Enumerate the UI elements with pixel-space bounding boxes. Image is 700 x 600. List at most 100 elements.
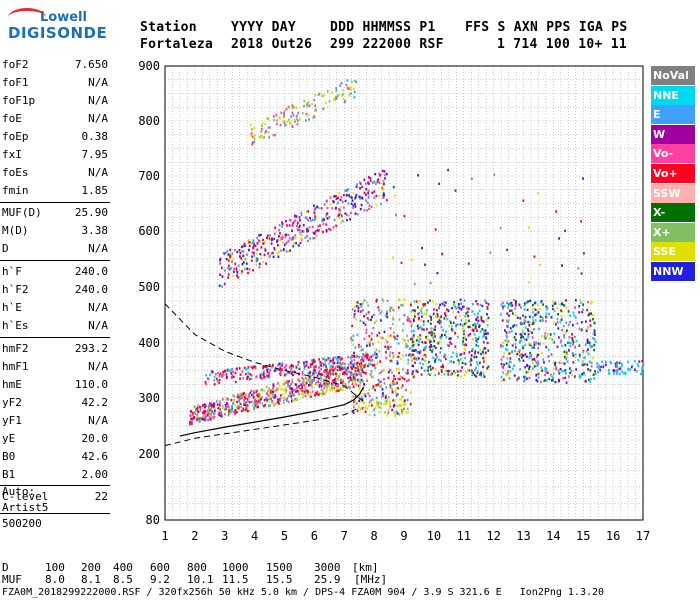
data-point [324,368,327,372]
param-label: hmF1 [2,360,29,373]
data-point [342,385,345,388]
param-label: fxI [2,148,22,161]
data-point [233,400,236,403]
data-point [471,347,474,351]
artist-label: Artist5 [2,501,49,514]
data-point [272,386,274,390]
data-point [221,275,224,278]
data-point [352,377,355,380]
data-point [450,337,452,340]
data-point [325,213,328,216]
data-point [514,307,517,310]
data-point [241,258,244,261]
data-point [329,367,332,371]
data-point [414,309,416,312]
data-point [218,381,221,385]
data-point [266,236,268,240]
data-point [468,351,471,354]
data-point [637,364,640,368]
data-point [540,300,543,303]
data-point [307,366,310,369]
data-point [337,389,340,392]
data-point [424,263,426,266]
data-point [244,372,247,376]
data-point [305,119,307,122]
data-point [345,372,348,376]
data-point [417,312,420,316]
data-point [618,361,621,365]
data-point [216,371,219,375]
data-point [352,204,355,207]
data-point [468,369,471,372]
data-point [574,346,576,349]
data-point [457,303,460,306]
data-point [424,341,427,344]
data-point [558,303,561,306]
data-point [484,351,487,354]
param-value: 1.85 [81,184,109,197]
data-point [325,214,328,217]
data-point [232,394,235,397]
data-point [363,365,366,369]
data-point [433,344,436,348]
data-point [371,358,374,362]
param-separator [0,202,110,203]
data-point [324,384,327,387]
y-tick-label: 700 [138,169,160,183]
data-point [389,386,392,389]
data-point [263,375,266,378]
data-point [299,241,302,245]
data-point [251,251,254,254]
data-point [412,364,415,368]
data-point [551,378,554,382]
data-point [326,90,329,93]
data-point [520,306,522,309]
data-point [480,374,483,377]
data-point [587,300,589,304]
data-point [508,314,510,317]
data-point [283,121,286,124]
data-point [310,383,313,387]
param-separator [0,260,110,261]
data-point [359,197,362,200]
data-point [260,372,263,376]
data-point [302,224,305,227]
data-point [240,257,243,260]
data-point [549,333,552,336]
data-point [429,315,431,318]
data-point [403,377,406,381]
data-point [332,200,335,204]
data-point [311,390,314,393]
data-point [429,365,432,368]
data-point [221,415,223,418]
data-point [292,245,295,248]
data-point [358,388,361,392]
data-point [302,380,305,384]
data-point [465,318,467,322]
data-point [201,417,204,420]
data-point [271,238,273,242]
data-point [428,345,431,349]
data-point [509,370,512,373]
data-point [578,376,581,379]
data-point [338,207,340,211]
data-point [372,376,375,379]
data-point [261,121,264,125]
data-point [314,369,317,372]
data-point [486,307,489,310]
data-point [205,418,207,421]
data-point [525,355,528,358]
data-point [359,187,361,190]
data-point [467,262,470,265]
data-point [434,328,437,331]
data-point [464,356,466,360]
legend-item-ssw: SSW [651,183,695,203]
data-point [360,349,363,352]
data-point [290,389,293,392]
data-point [472,371,475,375]
param-row-fxi: fxI 7.95 [2,148,108,166]
data-point [319,382,322,385]
param-label: h`Es [2,319,29,332]
data-point [317,380,320,384]
data-point [462,340,464,343]
